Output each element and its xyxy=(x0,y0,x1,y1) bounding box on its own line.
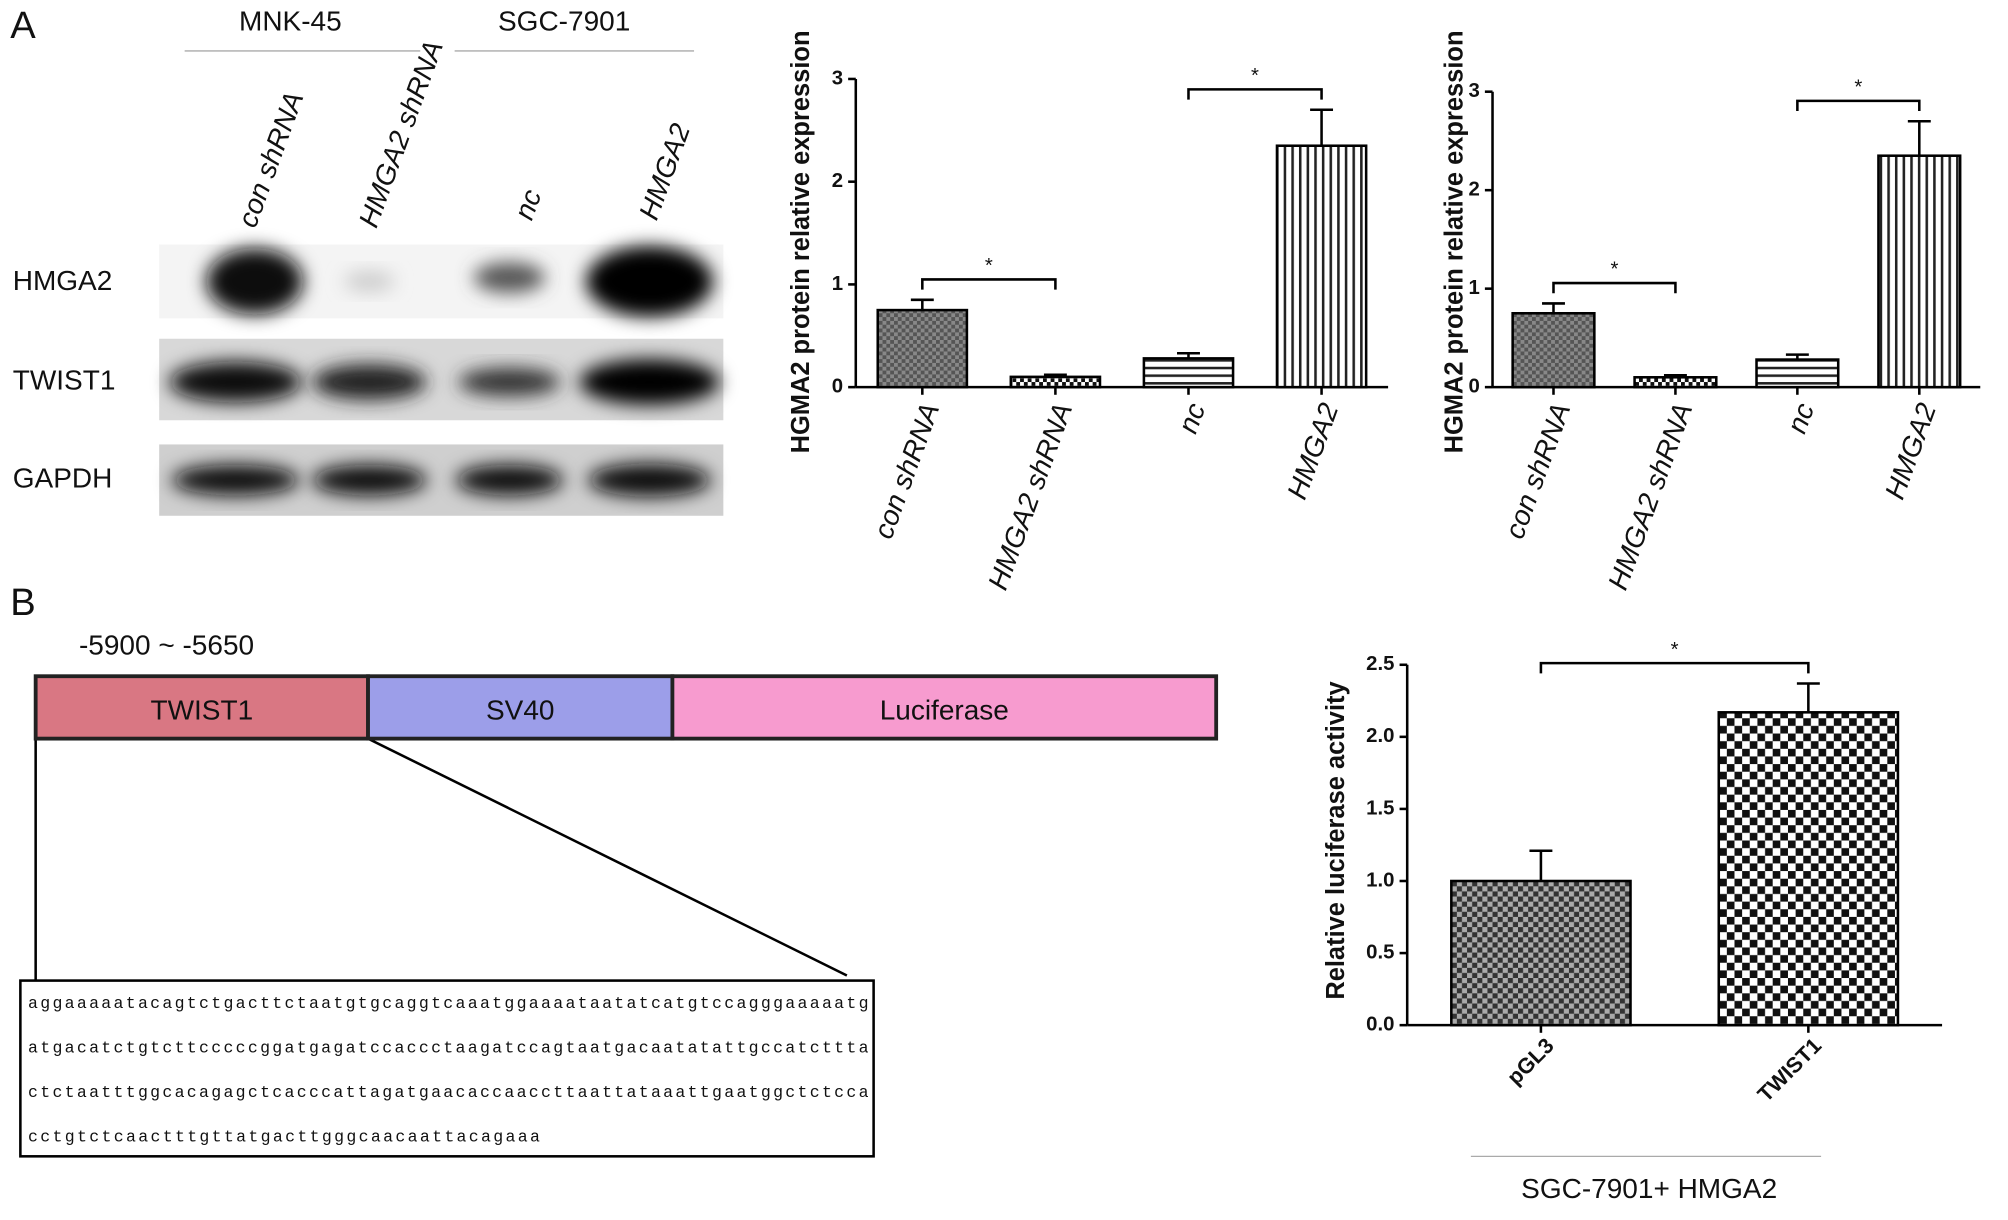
row-label: TWIST1 xyxy=(13,364,116,395)
bar xyxy=(1142,357,1235,389)
y-tick-label: 1.0 xyxy=(1366,869,1394,891)
bar xyxy=(1633,376,1718,389)
row-label: HMGA2 xyxy=(13,265,113,296)
significance-bracket xyxy=(1796,99,1921,112)
row-label: GAPDH xyxy=(13,463,113,494)
y-tick-label: 2.5 xyxy=(1366,653,1394,675)
y-tick-label: 3 xyxy=(1468,80,1479,102)
x-tick-label: con shRNA xyxy=(868,399,946,543)
group-label: SGC-7901 xyxy=(498,5,630,36)
y-axis-label: HGMA2 protein relative expression xyxy=(1440,30,1468,453)
significance-label: * xyxy=(1671,639,1679,661)
y-tick-label: 0 xyxy=(1468,376,1479,398)
x-tick-label: pGL3 xyxy=(1502,1033,1559,1090)
range-label: -5900 ~ -5650 xyxy=(79,629,254,660)
significance-label: * xyxy=(1854,77,1862,99)
significance-bracket xyxy=(1539,661,1810,674)
construct-box xyxy=(670,674,1219,741)
significance-bracket xyxy=(1552,281,1677,294)
x-tick-label: HMGA2 xyxy=(1281,399,1344,504)
x-tick-label: HMGA2 shRNA xyxy=(1602,399,1698,594)
y-tick-label: 2.0 xyxy=(1366,725,1394,747)
significance-label: * xyxy=(985,255,993,277)
zoom-line xyxy=(367,737,848,977)
significance-bracket xyxy=(1187,88,1323,100)
lane-label: nc xyxy=(508,185,547,223)
bar xyxy=(1755,358,1840,389)
lane-label: HMGA2 shRNA xyxy=(353,36,449,231)
y-tick-label: 2 xyxy=(1468,179,1479,201)
y-tick-label: 1 xyxy=(832,273,843,295)
construct-label: SV40 xyxy=(486,694,555,725)
y-tick-label: 1 xyxy=(1468,277,1479,299)
panel-label: B xyxy=(10,581,35,624)
sequence-line: aggaaaaatacagtctgacttctaatgtgcaggtcaaatg… xyxy=(28,994,869,1013)
significance-bracket xyxy=(921,278,1057,290)
x-tick-label: nc xyxy=(1172,399,1211,437)
x-tick-label: con shRNA xyxy=(1499,399,1577,543)
construct-label: Luciferase xyxy=(880,694,1009,725)
sequence-line: atgacatctgtcttcccccggatgagatccaccctaagat… xyxy=(28,1038,869,1057)
bar xyxy=(1275,144,1368,389)
sequence-box xyxy=(19,979,875,1158)
x-tick-label: TWIST1 xyxy=(1752,1033,1826,1107)
significance-label: * xyxy=(1610,259,1618,281)
bar xyxy=(876,308,969,389)
x-tick-label: HMGA2 shRNA xyxy=(982,399,1078,594)
y-tick-label: 0 xyxy=(832,376,843,398)
bar xyxy=(1009,375,1102,389)
y-tick-label: 3 xyxy=(832,67,843,89)
blot xyxy=(159,244,724,516)
y-axis-label: HGMA2 protein relative expression xyxy=(787,30,815,453)
y-tick-label: 0.5 xyxy=(1366,941,1394,963)
lane-label: con shRNA xyxy=(232,88,310,232)
y-tick-label: 1.5 xyxy=(1366,797,1394,819)
x-tick-label: HMGA2 xyxy=(1879,399,1942,504)
x-tick-label: nc xyxy=(1781,399,1820,437)
construct-label: TWIST1 xyxy=(151,694,254,725)
significance-label: * xyxy=(1251,65,1259,87)
y-tick-label: 2 xyxy=(832,170,843,192)
bar xyxy=(1511,312,1596,389)
lane-label: HMGA2 xyxy=(633,119,696,224)
panel-label: A xyxy=(10,4,36,47)
bar xyxy=(1877,154,1962,389)
y-axis-label: Relative luciferase activity xyxy=(1322,680,1350,999)
bar xyxy=(1717,711,1900,1027)
y-tick-label: 0.0 xyxy=(1366,1014,1394,1036)
construct-box xyxy=(366,674,675,741)
x-axis-label: SGC-7901+ HMGA2 xyxy=(1521,1173,1777,1204)
group-label: MNK-45 xyxy=(239,5,342,36)
sequence-line: ctctaatttggcacagagctcacccattagatgaacacca… xyxy=(28,1083,869,1102)
bar xyxy=(1450,879,1632,1027)
